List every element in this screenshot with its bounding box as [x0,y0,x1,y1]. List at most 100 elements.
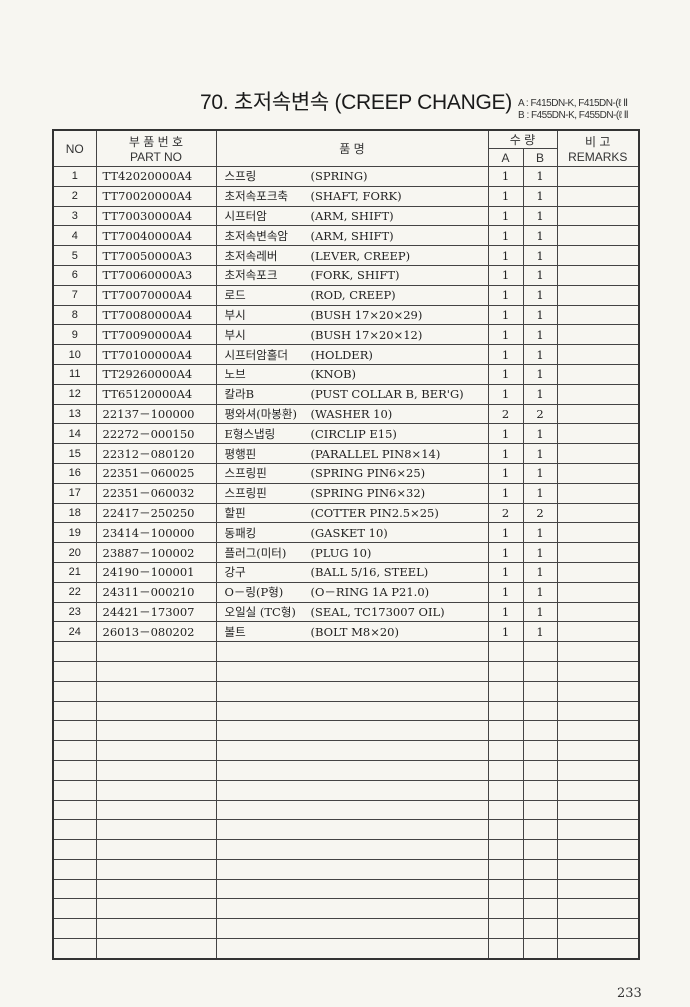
row-part-no: 22351－060025 [95,462,217,484]
table-row: 6 TT70060000A3 초저속포크 (FORK, SHIFT) 1 1 [52,264,640,286]
row-part-no [95,700,217,722]
row-no: 4 [52,225,97,247]
table-row: 18 22417－250250 할핀 (COTTER PIN2.5×25) 2 2 [52,502,640,524]
row-remarks [556,621,640,643]
row-name [215,680,489,702]
row-qty-b: 1 [522,542,558,563]
row-qty-b [522,858,558,880]
row-name-en: (SPRING) [310,169,368,184]
row-name-ko: 볼트 [224,624,246,639]
row-qty-a: 2 [487,403,524,425]
row-name-ko: 평와셔(마봉환) [224,406,297,421]
row-part-no: 22351－060032 [95,482,217,504]
row-part-no [95,799,217,821]
row-remarks [556,502,640,524]
row-remarks [556,680,640,702]
row-remarks [556,660,640,682]
row-qty-b: 1 [522,443,558,464]
row-part-no: 22137－100000 [95,403,217,425]
row-name-en: (SPRING PIN6×25) [310,466,426,481]
row-no [52,641,97,662]
table-row: 11 TT29260000A4 노브 (KNOB) 1 1 [52,363,640,385]
model-b: B : F455DN-K, F455DN-(ℓ Ⅱ [518,110,629,121]
row-name [215,720,489,742]
row-name-ko: 강구 [224,565,246,580]
row-remarks [556,601,640,623]
parts-table: NO 부 품 번 호 PART NO 품 명 수 량 비 고 REMARKS A B… [52,129,641,960]
header-remarks-ko: 비 고 [585,135,611,149]
row-qty-a [487,858,524,880]
row-qty-a: 1 [487,284,524,306]
row-name: 할핀 (COTTER PIN2.5×25) [215,502,489,524]
row-qty-a: 1 [487,482,524,504]
row-name [215,878,489,900]
row-qty-b: 1 [522,264,558,286]
row-no [52,740,97,761]
row-no [52,660,97,682]
row-part-no: 23414－100000 [95,522,217,544]
row-name-en: (GASKET 10) [310,525,388,540]
row-name: 평와셔(마봉환) (WASHER 10) [215,403,489,425]
empty-table-row [52,779,640,801]
table-row: 10 TT70100000A4 시프터암홀더 (HOLDER) 1 1 [52,344,640,365]
row-remarks [556,403,640,425]
row-qty-b: 1 [522,462,558,484]
row-remarks [556,898,640,920]
row-qty-b: 1 [522,581,558,603]
row-qty-a [487,799,524,821]
row-remarks [556,443,640,464]
empty-table-row [52,858,640,880]
row-qty-b: 1 [522,423,558,445]
row-qty-b [522,898,558,920]
row-qty-b: 1 [522,482,558,504]
row-no: 13 [52,403,97,425]
row-name-en: (BOLT M8×20) [310,624,399,639]
row-part-no [95,878,217,900]
row-qty-a [487,898,524,920]
row-qty-a: 2 [487,502,524,524]
row-name-en: (BUSH 17×20×12) [310,327,423,342]
row-remarks [556,284,640,306]
empty-table-row [52,740,640,761]
row-name-ko: 스프링핀 [224,486,267,501]
row-part-no: TT29260000A4 [95,363,217,385]
row-remarks [556,462,640,484]
row-name: 평행핀 (PARALLEL PIN8×14) [215,443,489,464]
row-name-en: (HOLDER) [310,347,373,362]
row-name-ko: 플러그(미터) [224,545,287,560]
row-part-no [95,858,217,880]
row-name-ko: 오일실 (TC형) [224,604,296,619]
row-name-ko: 시프터암 [224,208,267,223]
row-name-ko: 부시 [224,327,246,342]
table-row: 21 24190－100001 강구 (BALL 5/16, STEEL) 1 1 [52,561,640,583]
table-row: 9 TT70090000A4 부시 (BUSH 17×20×12) 1 1 [52,324,640,346]
row-remarks [556,819,640,841]
row-name: 플러그(미터) (PLUG 10) [215,542,489,563]
row-remarks [556,720,640,742]
header-part-ko: 부 품 번 호 [128,135,184,149]
table-row: 1 TT42020000A4 스프링 (SPRING) 1 1 [52,166,640,187]
row-remarks [556,423,640,445]
row-qty-b [522,680,558,702]
page-number: 233 [617,986,642,1001]
row-part-no: 22417－250250 [95,502,217,524]
row-no [52,938,97,960]
row-part-no: TT42020000A4 [95,166,217,187]
empty-table-row [52,819,640,841]
row-part-no: 26013－080202 [95,621,217,643]
row-no: 10 [52,344,97,365]
empty-table-row [52,700,640,722]
row-part-no [95,779,217,801]
row-qty-b [522,720,558,742]
row-no [52,680,97,702]
row-qty-b: 1 [522,522,558,544]
header-qty-b: B [522,148,558,167]
row-name-en: (ARM, SHIFT) [310,208,394,223]
row-qty-b: 1 [522,166,558,187]
row-remarks [556,482,640,504]
table-row: 13 22137－100000 평와셔(마봉환) (WASHER 10) 2 2 [52,403,640,425]
row-no: 23 [52,601,97,623]
row-name-en: (LEVER, CREEP) [310,248,411,263]
row-part-no [95,898,217,920]
row-remarks [556,799,640,821]
